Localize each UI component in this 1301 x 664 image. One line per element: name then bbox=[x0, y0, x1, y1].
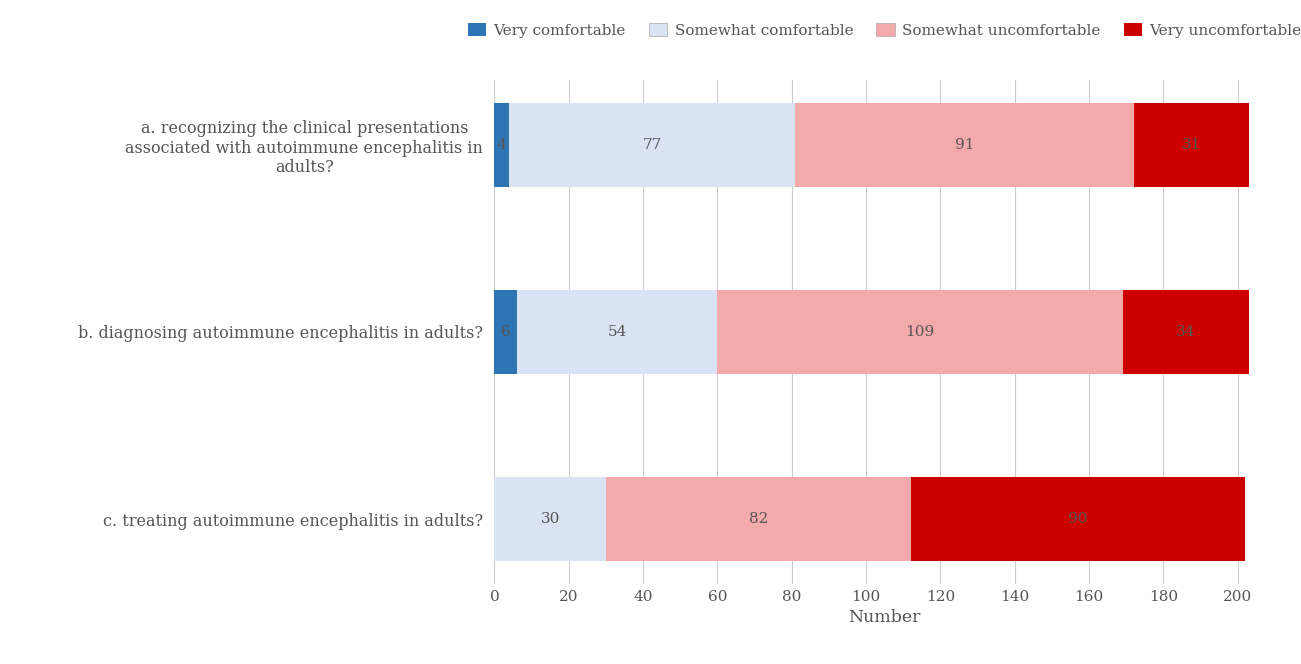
Bar bbox=[1133, 103, 1249, 187]
X-axis label: Number: Number bbox=[848, 610, 921, 626]
Bar bbox=[606, 477, 911, 561]
Text: 90: 90 bbox=[1068, 512, 1088, 527]
Text: 34: 34 bbox=[1176, 325, 1196, 339]
Bar bbox=[494, 477, 606, 561]
Legend: Very comfortable, Somewhat comfortable, Somewhat uncomfortable, Very uncomfortab: Very comfortable, Somewhat comfortable, … bbox=[462, 17, 1301, 44]
Text: 82: 82 bbox=[748, 512, 768, 527]
Text: 109: 109 bbox=[905, 325, 934, 339]
Bar bbox=[911, 477, 1245, 561]
Text: 31: 31 bbox=[1181, 137, 1201, 152]
Text: 6: 6 bbox=[501, 325, 510, 339]
Bar bbox=[795, 103, 1133, 187]
Bar bbox=[516, 290, 717, 374]
Bar bbox=[1123, 290, 1249, 374]
Bar bbox=[509, 103, 795, 187]
Text: 91: 91 bbox=[955, 137, 974, 152]
Text: 4: 4 bbox=[497, 137, 506, 152]
Bar bbox=[717, 290, 1123, 374]
Bar bbox=[494, 290, 516, 374]
Text: 54: 54 bbox=[608, 325, 627, 339]
Text: 30: 30 bbox=[540, 512, 559, 527]
Bar bbox=[494, 103, 509, 187]
Text: 77: 77 bbox=[643, 137, 662, 152]
